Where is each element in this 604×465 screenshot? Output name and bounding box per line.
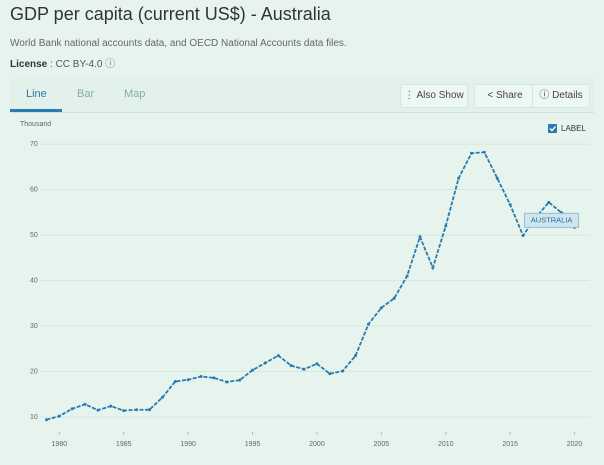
data-point: [199, 375, 203, 379]
data-point: [315, 362, 319, 366]
y-tick-label: 70: [30, 141, 38, 148]
y-tick-label: 20: [30, 368, 38, 375]
data-point: [431, 266, 435, 270]
data-point: [44, 418, 48, 422]
info-icon[interactable]: ⓘ: [105, 59, 116, 70]
data-point: [70, 407, 74, 411]
y-tick-label: 10: [30, 414, 38, 421]
x-tick-label: 1985: [116, 441, 132, 448]
data-point: [444, 224, 448, 228]
series-tag: AUSTRALIA: [531, 215, 573, 224]
tab-bar: Line Bar Map ⋮ Also Show < Share ⓘ Detai…: [10, 78, 594, 113]
data-point: [96, 408, 100, 412]
data-point: [457, 176, 461, 180]
data-point: [341, 369, 345, 373]
series-tag-box: [524, 212, 580, 228]
data-point: [328, 372, 332, 376]
data-point: [276, 354, 280, 358]
data-point: [160, 395, 164, 399]
data-point: [263, 361, 267, 365]
data-point: [135, 408, 139, 412]
data-point: [212, 376, 216, 380]
data-point: [495, 176, 499, 180]
data-point: [225, 380, 229, 384]
data-point: [521, 234, 525, 238]
tab-line[interactable]: Line: [26, 88, 47, 100]
x-tick-label: 1980: [52, 441, 68, 448]
data-point: [469, 151, 473, 155]
x-tick-label: 2005: [374, 441, 390, 448]
data-point: [238, 378, 242, 382]
label-toggle[interactable]: LABEL: [561, 124, 586, 133]
x-tick-label: 2015: [502, 441, 518, 448]
x-tick-label: 1995: [245, 441, 261, 448]
data-point: [366, 322, 370, 326]
y-tick-label: 50: [30, 232, 38, 239]
data-point: [173, 380, 177, 384]
button-label: Also Show: [416, 90, 464, 101]
x-tick-label: 1990: [180, 441, 196, 448]
data-point: [251, 368, 255, 372]
source-note: World Bank national accounts data, and O…: [10, 38, 347, 49]
license-label: License: [10, 59, 48, 70]
series-line: [46, 151, 576, 421]
tab-bar-chart[interactable]: Bar: [77, 88, 95, 100]
y-axis-title: Thousand: [20, 121, 51, 128]
tab-underline: [10, 109, 62, 112]
y-tick-label: 60: [30, 186, 38, 193]
tab-map[interactable]: Map: [124, 88, 146, 100]
data-point: [109, 404, 113, 408]
checkmark: [549, 126, 556, 132]
data-point: [122, 409, 126, 413]
data-point: [147, 408, 151, 412]
data-point: [354, 354, 358, 358]
button-label: Details: [552, 90, 583, 101]
y-tick-label: 40: [30, 277, 38, 284]
label-checkbox[interactable]: [548, 124, 557, 133]
data-point: [289, 364, 293, 368]
button-label: Share: [495, 90, 523, 101]
data-point: [379, 306, 383, 310]
license-value: : CC BY-4.0: [50, 59, 103, 70]
data-point: [418, 235, 422, 239]
x-tick-label: 2000: [309, 441, 325, 448]
x-tick-label: 2010: [438, 441, 454, 448]
license: License : CC BY-4.0 ⓘ: [10, 55, 115, 70]
data-point: [392, 296, 396, 300]
x-tick-label: 2020: [567, 441, 583, 448]
y-tick-label: 30: [30, 323, 38, 330]
also-show-button[interactable]: ⋮ Also Show: [400, 84, 468, 108]
data-point: [482, 150, 486, 154]
data-point: [302, 367, 306, 371]
details-button[interactable]: ⓘ Details: [532, 84, 590, 108]
data-point: [57, 414, 61, 418]
data-point: [405, 274, 409, 278]
data-point: [547, 200, 551, 204]
data-point: [186, 378, 190, 382]
page-title: GDP per capita (current US$) - Australia: [10, 4, 331, 24]
data-point: [83, 402, 87, 406]
data-point: [508, 203, 512, 207]
